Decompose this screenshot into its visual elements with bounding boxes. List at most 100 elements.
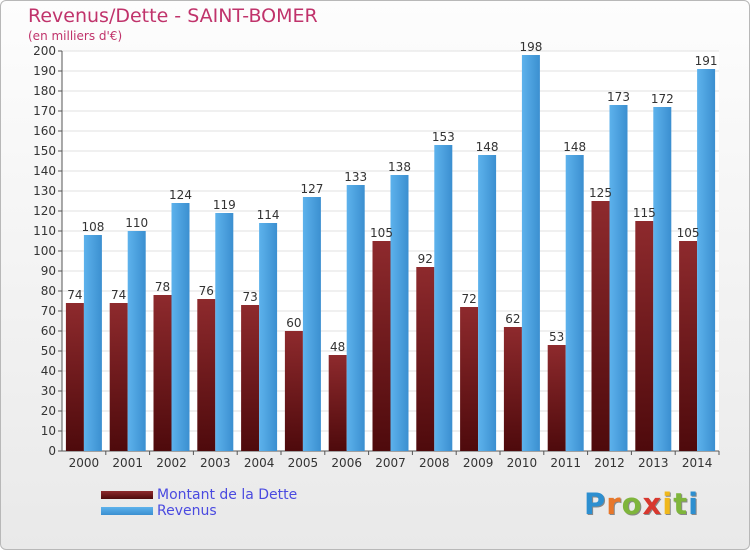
legend-label-dette: Montant de la Dette [157, 487, 298, 503]
y-tick-label: 120 [33, 204, 56, 218]
legend-swatch-dette [101, 491, 153, 499]
y-tick-label: 180 [33, 84, 56, 98]
bar-dette [503, 327, 522, 451]
data-label-revenus: 173 [607, 90, 630, 104]
bar-revenus [390, 175, 409, 451]
data-label-revenus: 153 [432, 130, 455, 144]
bar-revenus [259, 223, 278, 451]
x-tick-label: 2001 [112, 456, 143, 470]
y-tick-label: 50 [41, 344, 56, 358]
legend-swatch-revenus [101, 507, 153, 515]
y-tick-label: 150 [33, 144, 56, 158]
bar-revenus [83, 235, 102, 451]
y-tick-label: 170 [33, 104, 56, 118]
x-tick-label: 2004 [244, 456, 275, 470]
data-label-dette: 62 [505, 312, 520, 326]
x-tick-label: 2007 [375, 456, 406, 470]
logo-letter: o [621, 487, 643, 521]
bar-dette [591, 201, 610, 451]
y-tick-label: 130 [33, 184, 56, 198]
data-label-dette: 105 [677, 226, 700, 240]
data-label-dette: 92 [418, 252, 433, 266]
y-tick-label: 80 [41, 284, 56, 298]
logo-letter: x [642, 487, 663, 521]
data-label-dette: 48 [330, 340, 345, 354]
legend-item-revenus: Revenus [101, 503, 297, 519]
logo-letter: P [584, 487, 607, 521]
data-label-revenus: 127 [300, 182, 323, 196]
logo-letter: r [606, 487, 622, 521]
bar-revenus [171, 203, 190, 451]
data-label-revenus: 114 [257, 208, 280, 222]
bar-dette [197, 299, 216, 451]
x-tick-label: 2009 [463, 456, 494, 470]
x-tick-label: 2012 [594, 456, 625, 470]
bar-revenus [565, 155, 584, 451]
x-tick-label: 2013 [638, 456, 669, 470]
x-tick-label: 2010 [507, 456, 538, 470]
bar-dette [547, 345, 566, 451]
data-label-revenus: 124 [169, 188, 192, 202]
x-tick-label: 2005 [288, 456, 319, 470]
data-label-dette: 74 [111, 288, 126, 302]
data-label-revenus: 172 [651, 92, 674, 106]
data-label-dette: 125 [589, 186, 612, 200]
x-tick-label: 2006 [331, 456, 362, 470]
bar-dette [241, 305, 260, 451]
data-label-revenus: 198 [519, 40, 542, 54]
x-tick-label: 2008 [419, 456, 450, 470]
legend-item-dette: Montant de la Dette [101, 487, 297, 503]
y-tick-label: 0 [48, 444, 56, 458]
y-tick-label: 70 [41, 304, 56, 318]
y-tick-label: 110 [33, 224, 56, 238]
bar-revenus [697, 69, 716, 451]
data-label-dette: 53 [549, 330, 564, 344]
bar-revenus [346, 185, 365, 451]
data-label-revenus: 148 [563, 140, 586, 154]
data-label-dette: 105 [370, 226, 393, 240]
bar-revenus [302, 197, 321, 451]
bar-dette [679, 241, 698, 451]
x-tick-label: 2014 [682, 456, 713, 470]
chart-subtitle: (en milliers d'€) [28, 29, 123, 43]
chart-title: Revenus/Dette - SAINT-BOMER [28, 5, 318, 27]
data-label-revenus: 119 [213, 198, 236, 212]
logo-letter: t [673, 487, 689, 521]
y-tick-label: 90 [41, 264, 56, 278]
bar-dette [635, 221, 654, 451]
data-label-dette: 78 [155, 280, 170, 294]
data-label-dette: 115 [633, 206, 656, 220]
bar-dette [416, 267, 435, 451]
y-tick-label: 10 [41, 424, 56, 438]
y-tick-label: 30 [41, 384, 56, 398]
proxiti-logo: Proxiti [584, 487, 699, 521]
bar-revenus [521, 55, 540, 451]
bar-revenus [609, 105, 628, 451]
bar-dette [328, 355, 347, 451]
bar-revenus [434, 145, 453, 451]
y-tick-label: 20 [41, 404, 56, 418]
legend: Montant de la Dette Revenus [101, 487, 297, 519]
bar-dette [460, 307, 479, 451]
logo-letter: i [688, 487, 700, 521]
logo-letter: i [662, 487, 674, 521]
bar-revenus [215, 213, 234, 451]
x-tick-label: 2000 [69, 456, 100, 470]
y-tick-label: 160 [33, 124, 56, 138]
legend-label-revenus: Revenus [157, 503, 217, 519]
x-tick-label: 2011 [550, 456, 581, 470]
data-label-dette: 73 [242, 290, 257, 304]
data-label-revenus: 138 [388, 160, 411, 174]
bar-dette [65, 303, 84, 451]
data-label-dette: 60 [286, 316, 301, 330]
data-label-revenus: 110 [125, 216, 148, 230]
data-label-dette: 72 [461, 292, 476, 306]
x-tick-label: 2003 [200, 456, 231, 470]
data-label-dette: 76 [199, 284, 214, 298]
bar-revenus [478, 155, 497, 451]
bar-revenus [127, 231, 146, 451]
bar-dette [372, 241, 391, 451]
bar-dette [153, 295, 172, 451]
